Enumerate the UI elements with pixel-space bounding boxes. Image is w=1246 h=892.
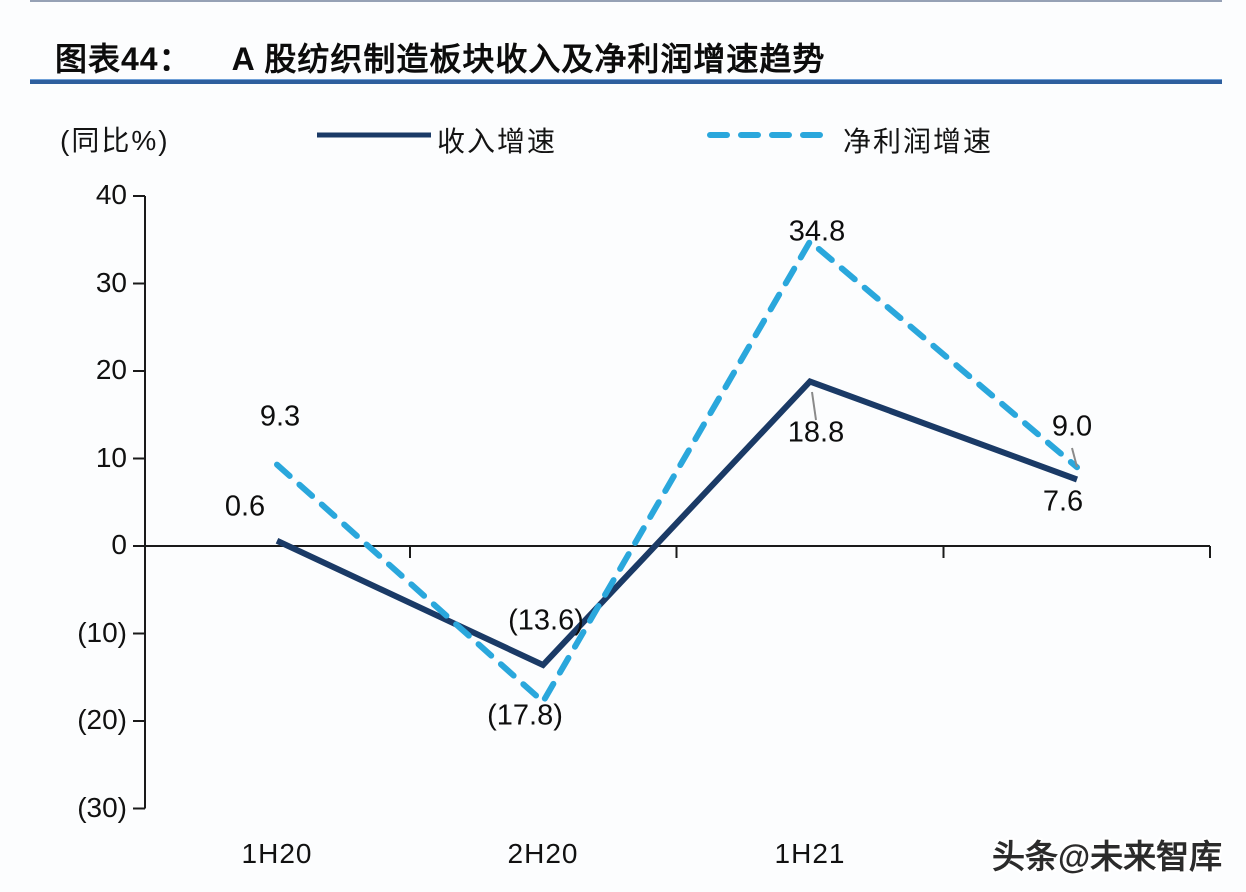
series-line-revenue [275,378,1079,669]
y-tick-label: (10) [77,616,127,648]
data-point-label: 18.8 [787,416,845,448]
label-leader-line [811,391,817,421]
x-category-label: 2H20 [507,838,579,869]
data-point-label: 9.0 [1051,410,1093,443]
label-leader-line [1071,447,1078,468]
y-tick-label: 0 [111,529,127,560]
y-tick-label: 10 [95,441,127,473]
x-category-label: 1H20 [241,838,313,869]
figure-title: A 股纺织制造板块收入及净利润增速趋势 [231,41,826,77]
x-category-label: 1H21 [774,838,846,869]
legend-line-sample-revenue [317,132,431,138]
y-tick-label: 20 [95,354,127,385]
y-tick-label: (20) [77,704,127,735]
data-point-label: 7.6 [1042,485,1084,517]
watermark: 头条@未来智库 [992,838,1223,875]
data-point-label: (13.6) [508,604,584,637]
figure-number: 图表44： [55,41,192,77]
data-point-label: 9.3 [259,400,301,433]
top-rule [30,0,1222,2]
data-point-label: (17.8) [487,699,563,732]
series-line-netprofit [274,236,1080,707]
data-point-label: 34.8 [788,215,846,247]
figure-header: 图表44： A 股纺织制造板块收入及净利润增速趋势 [55,34,825,80]
legend-line-sample-netprofit [707,132,835,138]
data-point-label: 0.6 [224,490,266,523]
y-tick-label: (30) [77,791,127,823]
legend-label-revenue-growth: 收入增速 [437,126,558,157]
title-divider [30,79,1222,84]
y-tick-label: 40 [95,179,127,210]
y-axis-unit-label: (同比%) [60,125,170,156]
legend-label-netprofit-growth: 净利润增速 [843,126,994,157]
y-tick-label: 30 [95,266,127,298]
